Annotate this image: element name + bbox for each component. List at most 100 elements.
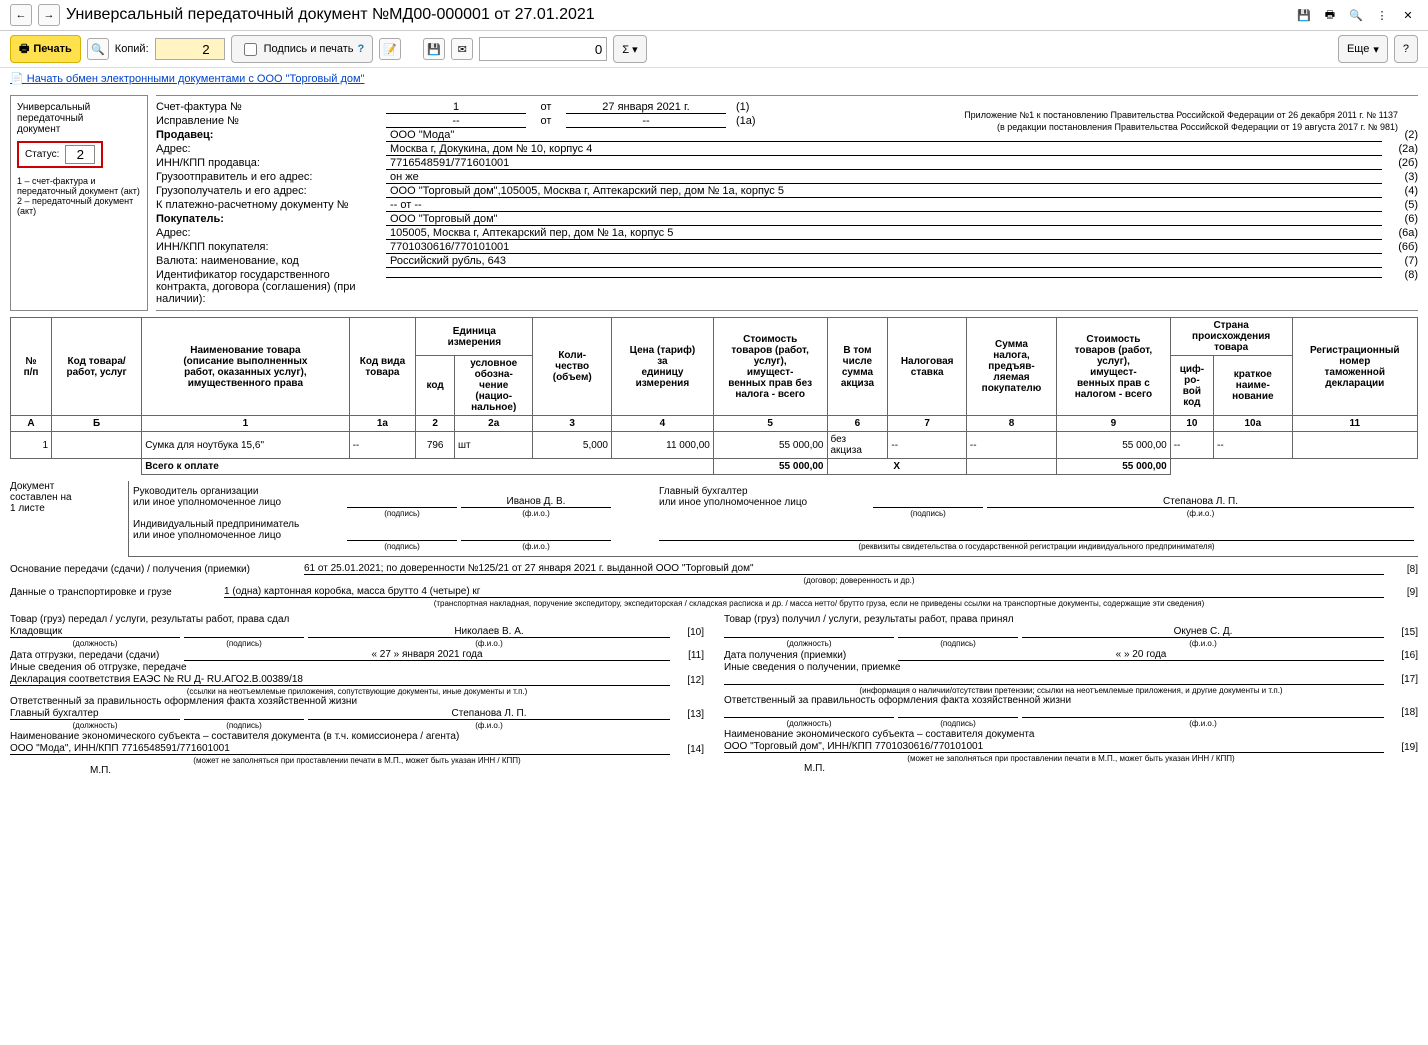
from-label-2: от <box>526 115 566 127</box>
th-excise: В том числе сумма акциза <box>827 318 888 416</box>
cap-5: (подпись) <box>347 542 457 551</box>
th-price: Цена (тариф) за единицу измерения <box>611 318 713 416</box>
trans-val: 1 (одна) картонная коробка, масса брутто… <box>224 586 1384 598</box>
hdr-idx: (6б) <box>1382 241 1418 253</box>
forward-button[interactable]: → <box>38 4 60 26</box>
hdr-idx: (8) <box>1382 269 1418 281</box>
hdr-idx: (2б) <box>1382 157 1418 169</box>
status-input[interactable] <box>65 145 95 164</box>
more-label: Еще <box>1347 43 1369 55</box>
corr-idx: (1а) <box>726 115 776 127</box>
th-cc: циф- ро- вой код <box>1170 356 1213 416</box>
back-button[interactable]: ← <box>10 4 32 26</box>
copies-label: Копий: <box>115 43 149 55</box>
col-id: 2 <box>416 416 455 432</box>
col-id: Б <box>52 416 142 432</box>
hdr-idx: (4) <box>1382 185 1418 197</box>
th-unit: Единица измерения <box>416 318 533 356</box>
more-button[interactable]: Еще ▾ <box>1338 35 1388 63</box>
col-id: 2а <box>454 416 532 432</box>
print-icon[interactable]: 🖶 <box>1320 5 1340 25</box>
th-country: Страна происхождения товара <box>1170 318 1292 356</box>
preview-icon[interactable]: 🔍 <box>1346 5 1366 25</box>
legal-1: Приложение №1 к постановлению Правительс… <box>964 110 1398 120</box>
col-id: 8 <box>966 416 1056 432</box>
sidebar-title-3: документ <box>17 124 141 135</box>
copies-input[interactable] <box>155 38 225 60</box>
corr-no: -- <box>386 115 526 128</box>
preview-button[interactable]: 🔍 <box>87 38 109 60</box>
close-icon[interactable]: ✕ <box>1398 5 1418 25</box>
hdr-idx: (7) <box>1382 255 1418 267</box>
hdr-label: ИНН/КПП продавца: <box>156 157 386 169</box>
total-label: Всего к оплате <box>142 459 714 475</box>
totals-row: Всего к оплате 55 000,00 Х 55 000,00 <box>11 459 1418 475</box>
hdr-val: 7716548591/771601001 <box>386 157 1382 170</box>
hdr-val <box>386 277 1382 278</box>
legal-2: (в редакции постановления Правительства … <box>997 122 1398 132</box>
trans-idx: [9] <box>1388 587 1418 598</box>
sidebar: Универсальный передаточный документ Стат… <box>10 95 148 311</box>
edi-link-text: Начать обмен электронными документами с … <box>27 73 365 85</box>
cap-1: (подпись) <box>347 509 457 518</box>
invoice-no: 1 <box>386 101 526 114</box>
th-n: № п/п <box>11 318 52 416</box>
total-notax: 55 000,00 <box>713 459 827 475</box>
th-costt: Стоимость товаров (работ, услуг), имущес… <box>1057 318 1171 416</box>
th-costn: Стоимость товаров (работ, услуг), имущес… <box>713 318 827 416</box>
edi-link[interactable]: 📄 Начать обмен электронными документами … <box>0 68 1428 89</box>
mgr-label: Руководитель организации или иное уполно… <box>133 486 343 508</box>
col-id: 1а <box>349 416 416 432</box>
status-note: 1 – счет-фактура и передаточный документ… <box>17 176 141 216</box>
th-ucode: код <box>416 356 455 416</box>
hdr-label: Грузополучатель и его адрес: <box>156 185 386 197</box>
hdr-label: Грузоотправитель и его адрес: <box>156 171 386 183</box>
save-icon[interactable]: 💾 <box>1294 5 1314 25</box>
col-id: 4 <box>611 416 713 432</box>
acc-label: Главный бухгалтер или иное уполномоченно… <box>659 486 869 508</box>
hdr-idx: (6) <box>1382 213 1418 225</box>
from-label-1: от <box>526 101 566 113</box>
basis-idx: [8] <box>1388 564 1418 575</box>
sidebar-title-1: Универсальный <box>17 102 141 113</box>
help-button[interactable]: ? <box>1394 35 1418 63</box>
hdr-val: -- от -- <box>386 199 1382 212</box>
hdr-label: Идентификатор государственного контракта… <box>156 269 386 305</box>
number-input[interactable] <box>479 37 607 61</box>
sum-button[interactable]: Σ ▾ <box>613 35 646 63</box>
print-button[interactable]: 🖶 Печать <box>10 35 81 63</box>
cap-3: (подпись) <box>873 509 983 518</box>
sidebar-title-2: передаточный <box>17 113 141 124</box>
ip-label: Индивидуальный предприниматель или иное … <box>133 519 343 541</box>
status-label: Статус: <box>25 149 59 160</box>
mail-icon[interactable]: ✉ <box>451 38 473 60</box>
col-id: 9 <box>1057 416 1171 432</box>
disk-icon[interactable]: 💾 <box>423 38 445 60</box>
cap-4: (ф.и.о.) <box>987 509 1414 518</box>
hdr-label: Продавец: <box>156 129 386 141</box>
col-id: 11 <box>1292 416 1417 432</box>
cap-2: (ф.и.о.) <box>461 509 611 518</box>
col-id: 6 <box>827 416 888 432</box>
hdr-val: ООО "Торговый дом" <box>386 213 1382 226</box>
edit-icon[interactable]: 📝 <box>379 38 401 60</box>
cap-7: (реквизиты свидетельства о государственн… <box>659 542 1414 551</box>
th-uname: условное обозна- чение (нацио- нальное) <box>454 356 532 416</box>
hdr-idx: (3) <box>1382 171 1418 183</box>
mgr-name: Иванов Д. В. <box>461 496 611 508</box>
left-half: Товар (груз) передал / услуги, результат… <box>10 614 704 776</box>
th-rate: Налоговая ставка <box>888 318 966 416</box>
th-cn: краткое наиме- нование <box>1214 356 1292 416</box>
col-id: 5 <box>713 416 827 432</box>
col-id: 7 <box>888 416 966 432</box>
sign-print-toggle[interactable]: Подпись и печать ? <box>231 35 374 63</box>
hdr-label: Покупатель: <box>156 213 386 225</box>
hdr-val: он же <box>386 171 1382 184</box>
menu-icon[interactable]: ⋮ <box>1372 5 1392 25</box>
hdr-idx: (5) <box>1382 199 1418 211</box>
print-label: Печать <box>33 43 71 55</box>
total-tax: 55 000,00 <box>1057 459 1171 475</box>
hdr-val: 7701030616/770101001 <box>386 241 1382 254</box>
hdr-val: Российский рубль, 643 <box>386 255 1382 268</box>
trans-cap: (транспортная накладная, поручение экспе… <box>220 599 1418 608</box>
